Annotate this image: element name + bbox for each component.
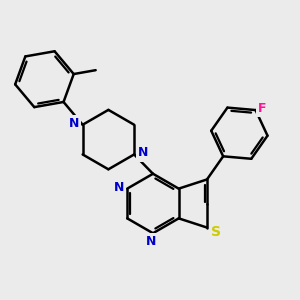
- Text: S: S: [212, 225, 221, 239]
- Text: F: F: [258, 102, 266, 115]
- Text: N: N: [146, 235, 157, 248]
- Text: N: N: [68, 117, 79, 130]
- Text: N: N: [114, 181, 124, 194]
- Text: N: N: [138, 146, 148, 160]
